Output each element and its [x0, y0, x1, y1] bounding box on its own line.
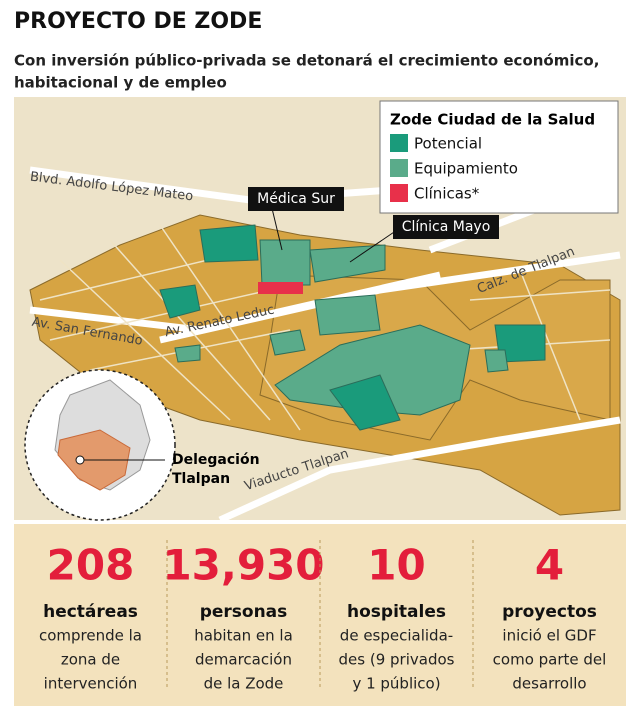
clinica-zone — [258, 282, 303, 294]
stat-text: como parte del — [493, 651, 607, 669]
legend-item: Clínicas* — [414, 185, 480, 203]
inset: Delegación Tlalpan — [24, 369, 260, 521]
legend-swatch — [390, 184, 408, 202]
equipamiento-zone — [309, 244, 386, 283]
stat-text: desarrollo — [512, 675, 586, 693]
stat-text: de la Zode — [204, 675, 284, 693]
stat-unit: proyectos — [502, 602, 597, 622]
potencial-zone — [199, 224, 259, 263]
stat-text: zona de — [61, 651, 120, 669]
equipamiento-zone — [259, 239, 311, 286]
stat-text: de especialida- — [340, 627, 453, 645]
legend-box — [379, 100, 619, 214]
legend-swatch — [390, 134, 408, 152]
stat-unit: hospitales — [347, 602, 446, 622]
inset-label: Tlalpan — [172, 471, 230, 487]
callout-label: Médica Sur — [257, 191, 335, 207]
stat-text: inició el GDF — [502, 627, 596, 645]
subtitle: Con inversión público-privada se detonar… — [14, 52, 599, 70]
potencial-zone — [159, 284, 201, 319]
legend-item: Equipamiento — [414, 160, 518, 178]
equipamiento-zone — [274, 324, 471, 416]
inset-marker — [75, 455, 85, 465]
callout-box — [393, 215, 499, 239]
legend-title: Zode Ciudad de la Salud — [390, 111, 595, 129]
stat-number: 208 — [47, 541, 135, 590]
title: PROYECTO DE ZODE — [14, 9, 262, 34]
legend: Zode Ciudad de la Salud Potencial Equipa… — [379, 100, 619, 214]
equipamiento-zone — [174, 344, 201, 363]
stat-unit: hectáreas — [43, 602, 138, 622]
stat-unit: personas — [200, 602, 288, 622]
callout-label: Clínica Mayo — [402, 219, 491, 235]
stat-text: demarcación — [195, 651, 292, 669]
callout-line — [349, 227, 401, 263]
subtitle: habitacional y de empleo — [14, 74, 227, 92]
inset-label: Delegación — [172, 452, 260, 468]
stat-text: habitan en la — [194, 627, 293, 645]
potencial-zone — [329, 374, 401, 431]
legend-item: Potencial — [414, 135, 482, 153]
stats: 208 hectáreas comprende la zona de intervenc… — [39, 540, 606, 693]
map: Blvd. Adolfo López Mateo Av. Renato Ledu… — [14, 97, 626, 524]
stat-number: 4 — [535, 541, 564, 590]
equipamiento-zone — [314, 294, 381, 336]
stat-text: y 1 público) — [352, 675, 440, 693]
legend-swatch — [390, 159, 408, 177]
stat-text: des (9 privados — [339, 651, 455, 669]
zones — [159, 224, 546, 431]
equipamiento-zone — [269, 329, 306, 356]
equipamiento-zone — [484, 349, 509, 373]
stat-number: 13,930 — [162, 541, 324, 590]
stat-text: intervención — [44, 675, 138, 693]
callout-box — [248, 187, 344, 211]
stat-number: 10 — [367, 541, 425, 590]
stat-text: comprende la — [39, 627, 142, 645]
